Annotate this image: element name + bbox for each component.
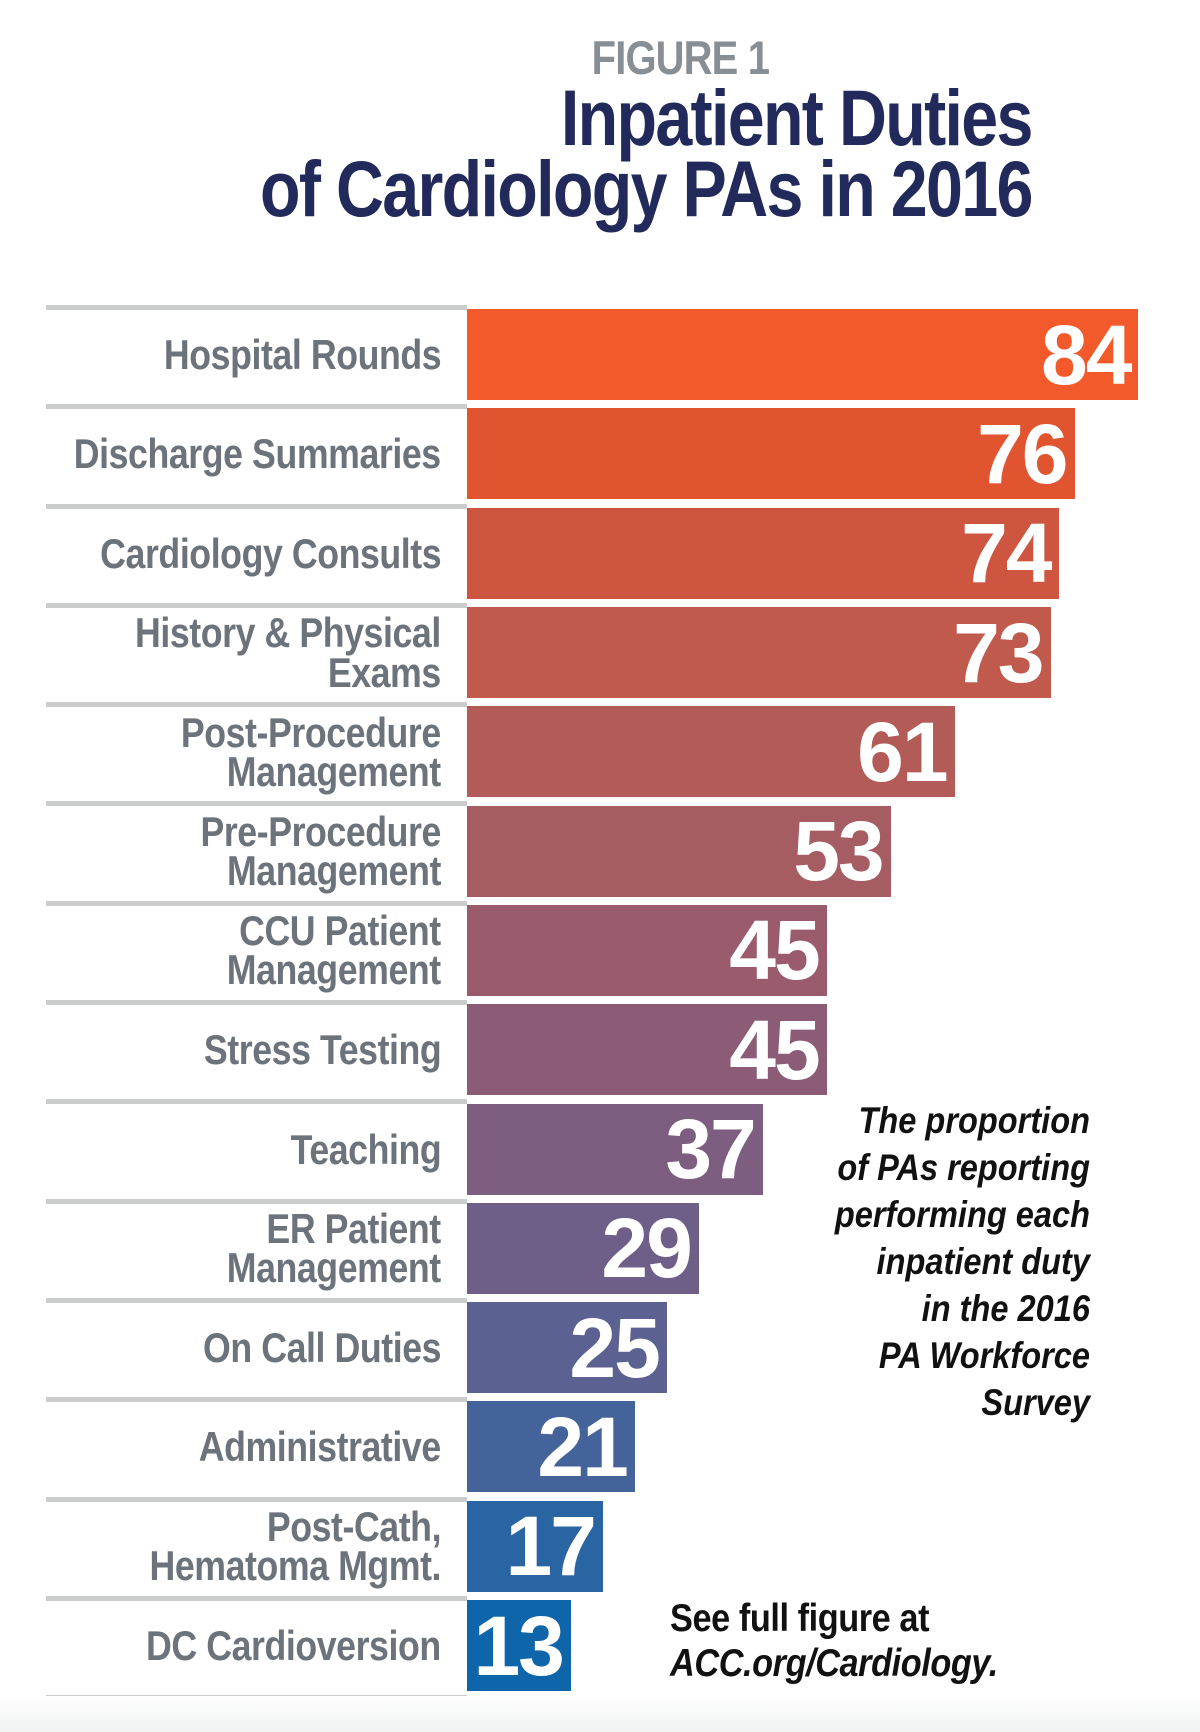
row-label-cell: CCU Patient Management xyxy=(0,900,467,1000)
chart-row: DC Cardioversion 13 xyxy=(0,1595,1200,1695)
chart-title: Inpatient Duties of Cardiology PAs in 20… xyxy=(260,73,1034,234)
row-label-cell: Teaching xyxy=(0,1099,467,1198)
row-bar-cell: 84 xyxy=(467,305,1200,404)
chart-row: Post-Cath, Hematoma Mgmt. 17 xyxy=(0,1496,1200,1596)
bar: 37 xyxy=(467,1102,763,1197)
row-label-cell: History & Physical Exams xyxy=(0,602,467,702)
chart-row: Pre-Procedure Management 53 xyxy=(0,801,1200,900)
row-label-cell: DC Cardioversion xyxy=(0,1595,467,1695)
footnote-line-1: See full figure at xyxy=(670,1597,930,1640)
row-bar-cell: 45 xyxy=(467,901,1200,1000)
chart-row: CCU Patient Management 45 xyxy=(0,900,1200,1000)
chart-row: Teaching 37 xyxy=(0,1099,1200,1198)
bar: 25 xyxy=(467,1300,667,1395)
row-bar-cell: 61 xyxy=(467,702,1200,801)
bar: 76 xyxy=(467,406,1075,501)
chart-row: Post-Procedure Management 61 xyxy=(0,702,1200,801)
row-category-label: Hospital Rounds xyxy=(163,331,442,379)
chart-row: Cardiology Consults 74 xyxy=(0,503,1200,603)
row-category-label: DC Cardioversion xyxy=(146,1621,441,1669)
chart-row: Hospital Rounds 84 xyxy=(0,305,1200,404)
row-category-label: Pre-Procedure Management xyxy=(200,808,441,895)
bar-value-label: 13 xyxy=(473,1598,564,1693)
bar: 29 xyxy=(467,1201,699,1296)
bar: 13 xyxy=(467,1600,571,1691)
row-bar-cell: 74 xyxy=(467,504,1200,603)
bar-value-label: 74 xyxy=(961,506,1052,601)
bar-value-label: 37 xyxy=(665,1102,756,1197)
row-category-label: History & Physical Exams xyxy=(135,609,441,696)
chart-row: Discharge Summaries 76 xyxy=(0,404,1200,503)
row-label-cell: Administrative xyxy=(0,1397,467,1496)
row-category-label: Post-Procedure Management xyxy=(181,708,441,795)
row-bar-cell: 45 xyxy=(467,1000,1200,1099)
row-category-label: Stress Testing xyxy=(203,1026,442,1074)
row-label-cell: Stress Testing xyxy=(0,1000,467,1099)
row-label-cell: Cardiology Consults xyxy=(0,503,467,603)
row-label-cell: Hospital Rounds xyxy=(0,305,467,404)
row-bar-cell: 76 xyxy=(467,404,1200,503)
row-bar-cell: 37 xyxy=(467,1099,1200,1198)
row-bar-cell: 21 xyxy=(467,1397,1200,1496)
row-label-cell: Discharge Summaries xyxy=(0,404,467,503)
bar: 17 xyxy=(467,1499,603,1594)
bar-value-label: 17 xyxy=(505,1499,596,1594)
row-category-label: ER Patient Management xyxy=(227,1205,441,1292)
row-category-label: Administrative xyxy=(198,1423,441,1471)
chart-annotation: The proportion of PAs reporting performi… xyxy=(834,1100,1090,1423)
bottom-gradient-strip xyxy=(0,1696,1200,1732)
row-bar-cell: 13 xyxy=(467,1596,1200,1695)
row-category-label: Cardiology Consults xyxy=(99,529,441,577)
row-label-cell: Post-Cath, Hematoma Mgmt. xyxy=(0,1496,467,1596)
row-category-label: On Call Duties xyxy=(202,1324,441,1372)
row-label-cell: On Call Duties xyxy=(0,1297,467,1397)
bar: 21 xyxy=(467,1399,635,1494)
row-bar-cell: 17 xyxy=(467,1497,1200,1596)
row-label-cell: Post-Procedure Management xyxy=(0,702,467,801)
bar: 45 xyxy=(467,1002,827,1097)
row-category-label: Post-Cath, Hematoma Mgmt. xyxy=(149,1503,441,1590)
row-bar-cell: 29 xyxy=(467,1199,1200,1298)
bar: 61 xyxy=(467,704,955,799)
bar-value-label: 76 xyxy=(977,406,1068,501)
row-bar-cell: 73 xyxy=(467,603,1200,702)
bar: 73 xyxy=(467,605,1051,700)
footnote-line-2: ACC.org/Cardiology. xyxy=(670,1641,998,1685)
bar-value-label: 45 xyxy=(729,1002,820,1097)
row-bar-cell: 53 xyxy=(467,801,1200,900)
row-category-label: CCU Patient Management xyxy=(227,907,441,994)
row-label-cell: ER Patient Management xyxy=(0,1198,467,1298)
bar: 53 xyxy=(467,804,891,899)
footnote: See full figure at ACC.org/Cardiology. xyxy=(670,1597,998,1687)
bar-value-label: 29 xyxy=(601,1201,692,1296)
chart-row: Stress Testing 45 xyxy=(0,1000,1200,1099)
bar: 74 xyxy=(467,506,1059,601)
chart-row: On Call Duties 25 xyxy=(0,1297,1200,1397)
bar-value-label: 84 xyxy=(1041,307,1132,402)
bar-value-label: 45 xyxy=(729,903,820,998)
bar: 84 xyxy=(467,307,1139,402)
bar-value-label: 53 xyxy=(793,804,884,899)
chart-row: ER Patient Management 29 xyxy=(0,1198,1200,1298)
bar-value-label: 61 xyxy=(857,704,948,799)
bar-value-label: 21 xyxy=(537,1399,628,1494)
chart-row: Administrative 21 xyxy=(0,1397,1200,1496)
bar: 45 xyxy=(467,903,827,998)
row-label-cell: Pre-Procedure Management xyxy=(0,801,467,900)
row-category-label: Teaching xyxy=(290,1125,441,1173)
bar-chart: Hospital Rounds 84 Discharge Summaries 7… xyxy=(0,305,1200,1695)
row-category-label: Discharge Summaries xyxy=(74,430,441,478)
figure-number-label: FIGURE 1 xyxy=(0,30,1200,85)
row-bar-cell: 25 xyxy=(467,1298,1200,1397)
chart-title-line-1: Inpatient Duties xyxy=(561,73,1034,162)
chart-title-line-2: of Cardiology PAs in 2016 xyxy=(260,144,1033,234)
bar-value-label: 25 xyxy=(569,1300,660,1395)
bar-value-label: 73 xyxy=(953,605,1044,700)
figure-number-text: FIGURE 1 xyxy=(591,31,769,84)
chart-row: History & Physical Exams 73 xyxy=(0,602,1200,702)
